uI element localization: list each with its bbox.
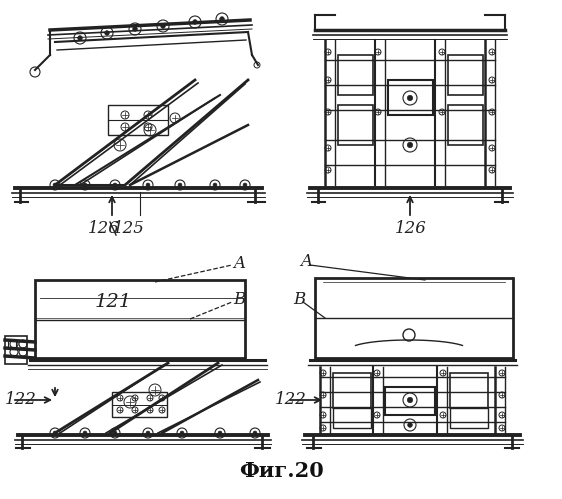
Circle shape <box>407 397 413 403</box>
Circle shape <box>53 431 57 435</box>
Bar <box>448 55 483 95</box>
Bar <box>450 373 488 408</box>
Circle shape <box>53 183 57 187</box>
Text: 121: 121 <box>95 293 132 311</box>
Bar <box>315 278 513 358</box>
Bar <box>333 408 371 428</box>
Bar <box>338 105 373 145</box>
Circle shape <box>105 31 109 35</box>
Circle shape <box>78 36 82 40</box>
Bar <box>450 408 488 428</box>
Circle shape <box>146 431 150 435</box>
Text: Фиг.20: Фиг.20 <box>239 461 323 481</box>
Circle shape <box>178 183 182 187</box>
Circle shape <box>113 431 117 435</box>
Text: 126: 126 <box>88 220 120 237</box>
Text: 122: 122 <box>5 392 37 409</box>
Circle shape <box>180 431 184 435</box>
Bar <box>108 105 168 135</box>
Bar <box>112 392 167 417</box>
Circle shape <box>83 183 87 187</box>
Bar <box>448 105 483 145</box>
Text: A: A <box>300 253 312 270</box>
Text: 125: 125 <box>113 220 145 237</box>
Circle shape <box>161 24 165 28</box>
Bar <box>333 373 371 408</box>
Circle shape <box>407 423 413 427</box>
Circle shape <box>407 142 413 148</box>
Bar <box>8 339 16 349</box>
Bar <box>385 387 435 415</box>
Bar <box>35 280 245 358</box>
Circle shape <box>193 20 197 24</box>
Bar <box>5 336 27 364</box>
Circle shape <box>113 183 117 187</box>
Bar <box>338 55 373 95</box>
Text: B: B <box>293 291 305 308</box>
Circle shape <box>253 431 257 435</box>
Text: A: A <box>233 254 245 271</box>
Circle shape <box>218 431 222 435</box>
Text: 122: 122 <box>275 392 307 409</box>
Circle shape <box>220 17 224 21</box>
Bar <box>388 80 433 115</box>
Circle shape <box>213 183 217 187</box>
Circle shape <box>133 27 137 31</box>
Circle shape <box>407 95 413 101</box>
Circle shape <box>83 431 87 435</box>
Circle shape <box>243 183 247 187</box>
Circle shape <box>146 183 150 187</box>
Text: 126: 126 <box>395 220 427 237</box>
Text: B: B <box>233 291 245 308</box>
